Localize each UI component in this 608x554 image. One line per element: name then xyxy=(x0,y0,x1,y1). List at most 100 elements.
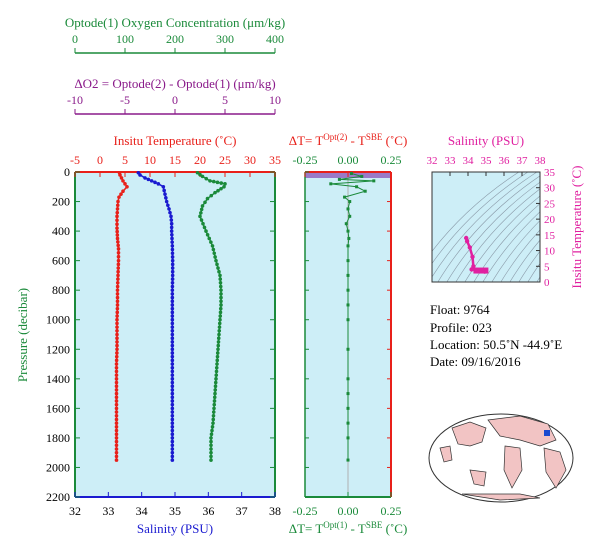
data-point xyxy=(211,417,216,422)
data-point xyxy=(222,184,226,189)
data-point xyxy=(207,236,212,241)
data-point xyxy=(115,306,120,311)
dt-data-point xyxy=(346,229,350,233)
temperature-tick-label: 30 xyxy=(244,153,256,167)
data-point xyxy=(114,373,119,377)
density-contour xyxy=(464,195,540,282)
data-point xyxy=(170,240,174,244)
data-point xyxy=(149,179,154,183)
data-point xyxy=(115,229,119,234)
data-point xyxy=(170,402,175,407)
data-point xyxy=(215,351,220,355)
dt-data-point xyxy=(346,303,350,307)
float-location-marker xyxy=(544,430,550,436)
data-point xyxy=(153,180,157,185)
data-point xyxy=(114,358,119,363)
salinity-tick-label: 33 xyxy=(102,504,114,518)
data-point xyxy=(115,295,120,300)
data-point xyxy=(115,214,119,219)
data-point xyxy=(115,222,119,226)
data-point xyxy=(170,251,175,256)
data-point xyxy=(216,336,221,340)
data-point xyxy=(205,232,210,237)
data-point xyxy=(170,295,175,300)
data-point xyxy=(204,176,209,181)
data-point xyxy=(218,273,222,278)
data-point xyxy=(170,395,175,400)
data-point xyxy=(218,310,223,315)
temperature-tick-label: 15 xyxy=(169,153,181,167)
data-point xyxy=(114,439,119,444)
land-mass xyxy=(487,415,557,447)
data-point xyxy=(218,280,223,285)
data-point xyxy=(115,336,119,340)
data-point xyxy=(212,406,216,411)
density-contour xyxy=(432,172,529,265)
data-point xyxy=(115,284,120,289)
data-point xyxy=(114,410,119,414)
dt-data-point xyxy=(347,236,351,240)
data-point xyxy=(115,351,119,355)
data-point xyxy=(200,174,205,179)
data-point xyxy=(170,236,174,241)
data-point xyxy=(219,295,223,300)
data-point xyxy=(115,280,120,285)
ts-salinity-tick-label: 37 xyxy=(517,155,529,167)
data-point xyxy=(215,362,219,366)
data-point xyxy=(198,214,202,219)
data-point xyxy=(212,251,217,256)
pressure-tick-label: 1800 xyxy=(46,431,70,445)
dt-bottom-tick-label: 0.25 xyxy=(381,504,402,518)
ts-salinity-tick-label: 35 xyxy=(481,155,493,167)
data-point xyxy=(216,266,220,270)
data-point xyxy=(216,340,221,344)
data-point xyxy=(115,207,120,211)
salinity-axis-label: Salinity (PSU) xyxy=(137,521,213,536)
temperature-tick-label: 10 xyxy=(144,153,156,167)
data-point xyxy=(170,373,175,377)
data-point xyxy=(214,377,218,381)
ts-salinity-tick-label: 38 xyxy=(535,155,547,167)
data-point xyxy=(214,369,219,374)
data-point xyxy=(114,399,119,403)
dt-data-point xyxy=(360,174,364,178)
data-point xyxy=(162,188,166,193)
data-point xyxy=(170,321,175,326)
dt-data-point xyxy=(346,288,350,292)
plot-area xyxy=(432,172,540,282)
data-point xyxy=(170,399,175,403)
data-point xyxy=(115,236,120,241)
main-profile-panel: 0200400600800100012001400160018002000220… xyxy=(15,15,285,536)
data-point xyxy=(161,184,166,189)
salinity-tick-label: 36 xyxy=(202,504,214,518)
data-point xyxy=(121,189,125,194)
data-point xyxy=(200,204,205,208)
data-point xyxy=(164,199,169,204)
data-point xyxy=(170,428,175,433)
dt-data-point xyxy=(346,259,350,263)
data-point xyxy=(170,343,175,348)
data-point xyxy=(143,176,147,180)
data-point xyxy=(212,395,217,400)
data-point xyxy=(114,384,119,389)
pressure-tick-label: 1400 xyxy=(46,372,70,386)
salinity-tick-label: 35 xyxy=(169,504,181,518)
pressure-tick-label: 800 xyxy=(52,283,70,297)
data-point xyxy=(170,377,175,381)
dt-data-point xyxy=(346,436,350,440)
ts-diagram-panel: 32 33 34 35 36 37 38 Salinity (PSU) 0 5 10 15 20 25 30… xyxy=(427,133,585,289)
data-point xyxy=(114,388,119,392)
data-point xyxy=(170,425,175,429)
data-point xyxy=(119,192,123,196)
pressure-tick-label: 1600 xyxy=(46,401,70,415)
data-point xyxy=(138,173,142,177)
data-point xyxy=(166,203,170,208)
data-point xyxy=(114,458,119,462)
data-point xyxy=(146,177,151,182)
data-point xyxy=(114,421,119,425)
ts-data-point xyxy=(469,267,474,272)
land-mass xyxy=(461,493,541,501)
delta-o2-tick-label: 0 xyxy=(172,93,178,107)
location-text: Location: 50.5˚N -44.9˚E xyxy=(430,337,563,352)
data-point xyxy=(170,358,175,363)
